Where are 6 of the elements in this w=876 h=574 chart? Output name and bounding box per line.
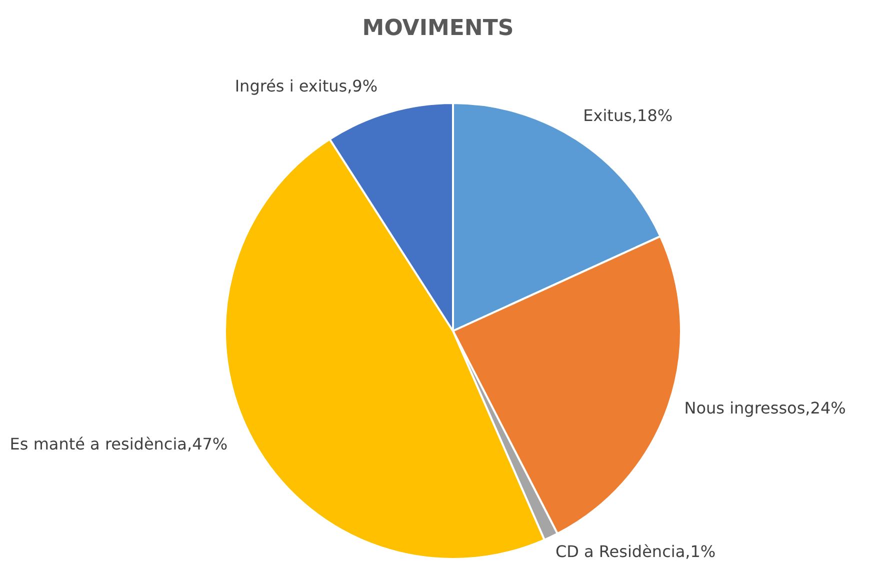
slice-label: Ingrés i exitus,9% (234, 76, 378, 96)
slice-label: CD a Residència,1% (555, 542, 716, 562)
slice-label: Exitus,18% (583, 106, 673, 126)
slice-label: Nous ingressos,24% (684, 398, 846, 418)
chart-title: MOVIMENTS (361, 16, 515, 41)
slice-label: Es manté a residència,47% (10, 434, 228, 454)
